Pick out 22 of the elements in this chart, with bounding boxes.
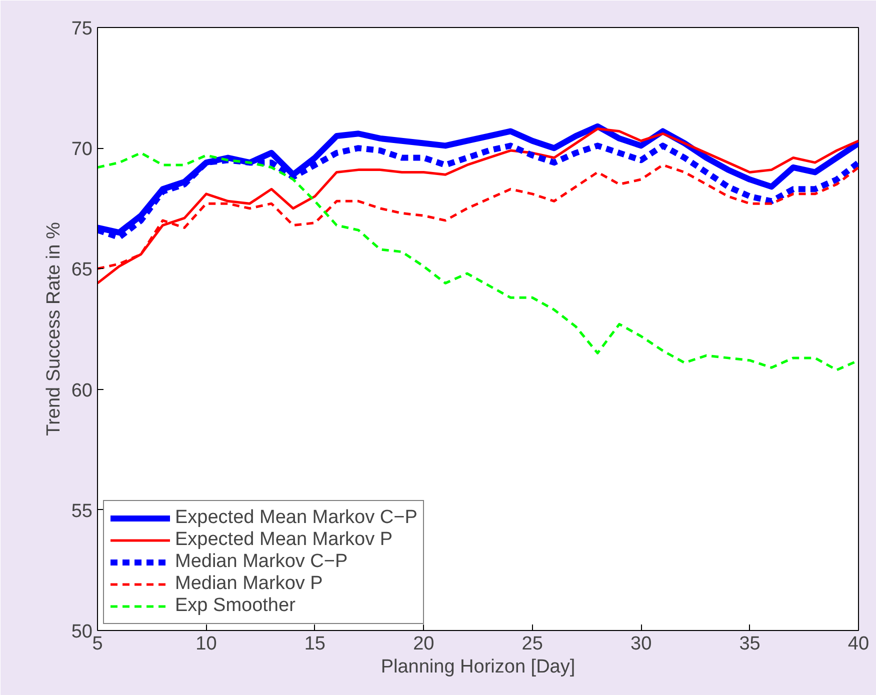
legend-label: Expected Mean Markov C−P [175, 507, 418, 529]
y-tick-label: 75 [71, 18, 93, 40]
x-tick-label: 5 [92, 634, 103, 654]
x-axis-title: Planning Horizon [Day] [380, 656, 576, 678]
legend-label: Exp Smoother [175, 595, 296, 617]
legend-label: Expected Mean Markov P [175, 529, 393, 551]
y-tick-label: 55 [71, 500, 93, 522]
x-tick-label: 25 [522, 634, 543, 654]
y-tick-label: 50 [71, 622, 93, 642]
x-tick-label: 30 [630, 634, 652, 654]
x-tick-label: 40 [848, 634, 870, 654]
legend-label: Median Markov P [175, 573, 323, 595]
x-tick-label: 10 [196, 634, 217, 654]
y-tick-label: 70 [71, 139, 93, 160]
x-tick-label: 35 [739, 634, 760, 654]
y-axis-title: Trend Success Rate in % [43, 222, 64, 436]
line-series [98, 128, 858, 284]
y-tick-label: 60 [71, 380, 93, 402]
x-tick-label: 15 [304, 634, 326, 654]
legend-label: Median Markov C−P [175, 551, 348, 573]
y-tick-label: 65 [71, 260, 93, 281]
x-tick-label: 20 [413, 634, 434, 654]
